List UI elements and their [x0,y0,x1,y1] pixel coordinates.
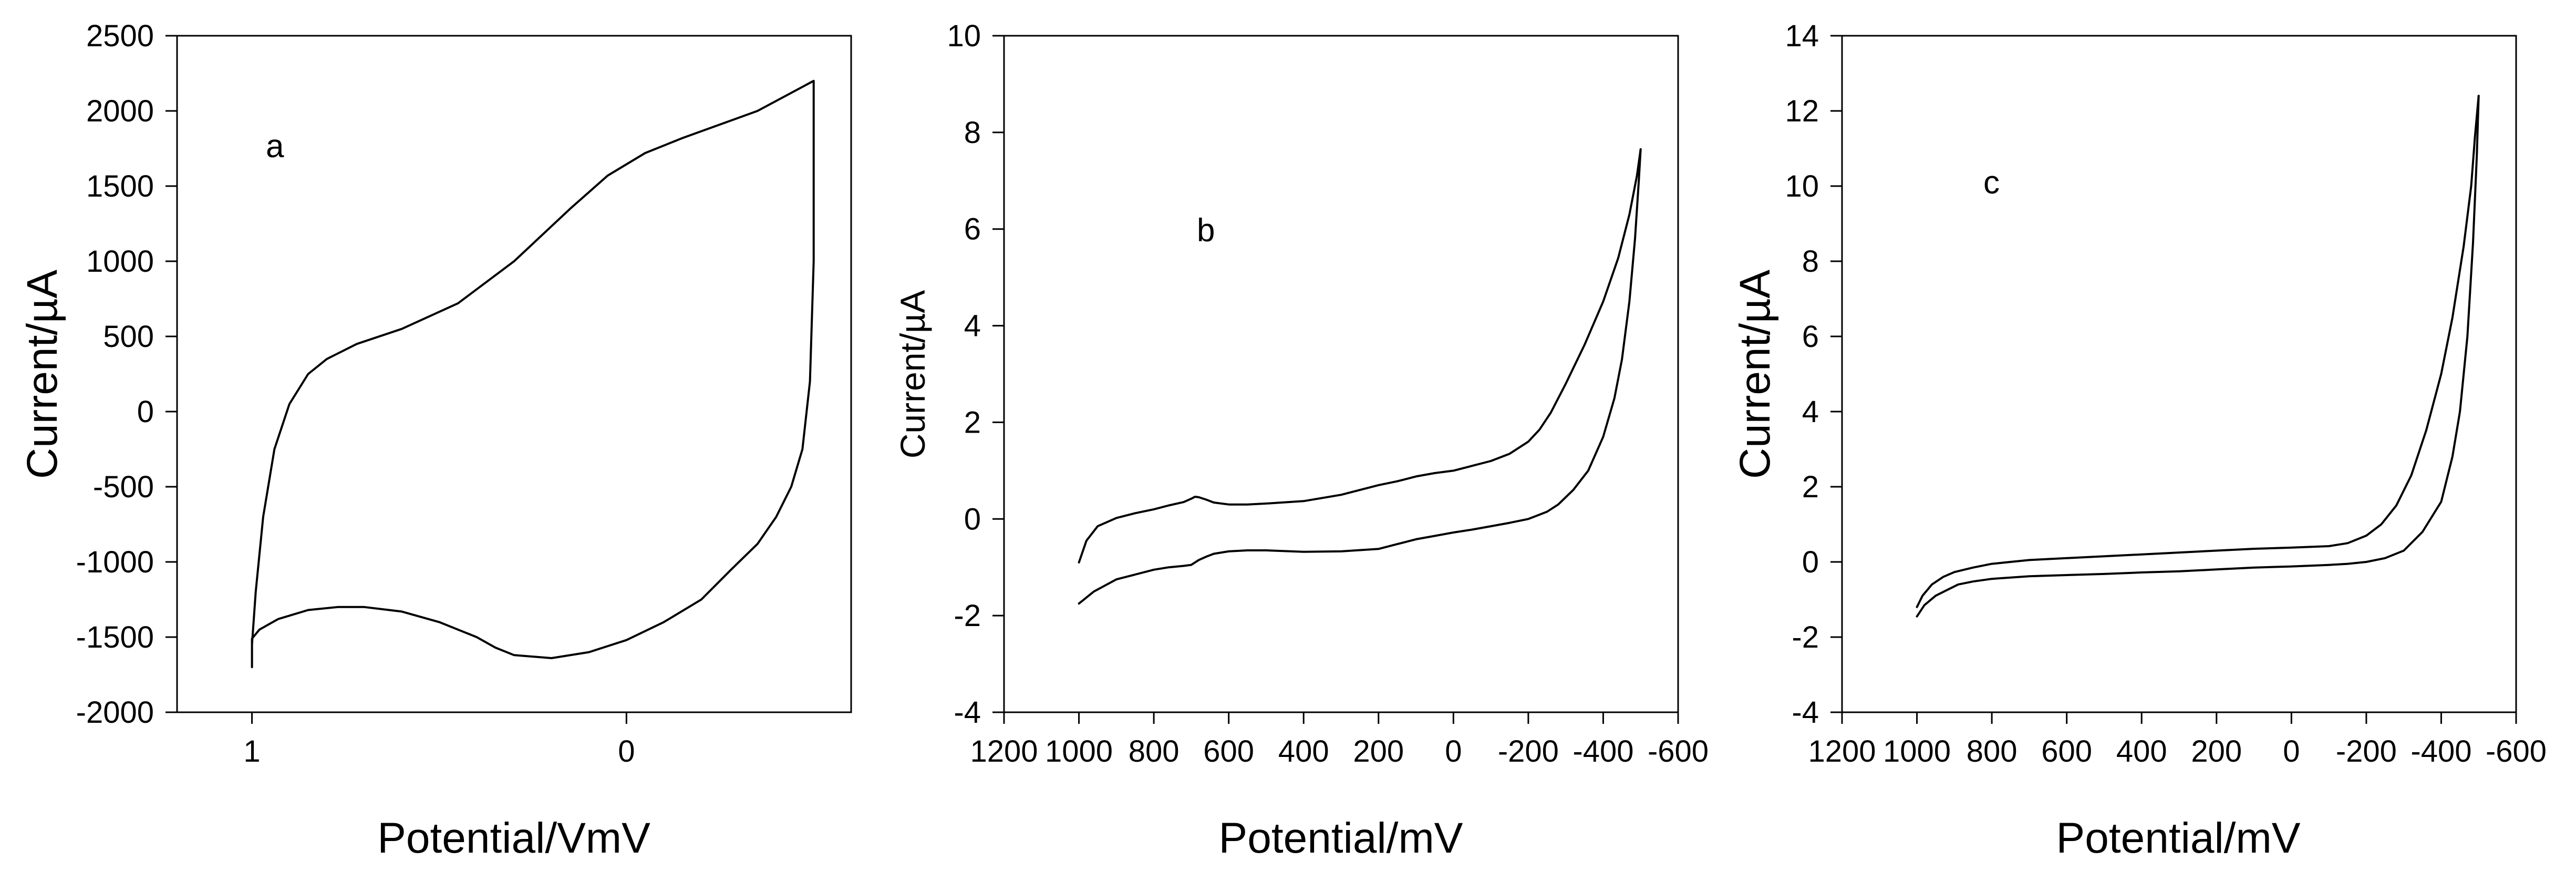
y-tick-label: 10 [1785,169,1819,203]
y-tick-label: 0 [964,502,981,536]
x-tick-label: 800 [1129,734,1180,769]
y-tick-label: 0 [1802,545,1819,579]
y-tick-label: 0 [137,395,154,429]
x-tick-label: 600 [2041,734,2092,769]
x-tick-label: -400 [2411,734,2471,769]
y-tick-label: 2 [964,405,981,439]
y-axis-label: Current/µA [893,290,932,458]
plot-frame [176,35,852,713]
x-tick-label: 1200 [970,734,1038,769]
x-tick-label: 0 [1445,734,1462,769]
y-tick-label: -4 [1792,695,1819,730]
y-tick-label: -2000 [76,695,154,730]
x-tick-label: 400 [1278,734,1329,769]
x-tick-label: -200 [2336,734,2397,769]
x-tick-label: 1000 [1883,734,1951,769]
x-axis-label: Potential/mV [2056,814,2301,862]
x-axis-label: Potential/mV [1219,814,1463,862]
panel-b: b Potential/mV Current/µA 1200 1000 800 600… [893,19,1709,862]
y-tick-label: 6 [1802,320,1819,354]
y-tick-label: -2 [1792,620,1819,654]
panel-label: b [1197,212,1215,249]
y-tick-label: -4 [954,695,981,730]
x-tick-label: 800 [1967,734,2018,769]
y-tick-label: 500 [103,320,154,354]
x-tick-label: -200 [1498,734,1559,769]
y-axis-label: Current/µA [1731,270,1779,479]
series-line-2 [1078,148,1642,605]
x-tick-label: 1200 [1808,734,1876,769]
plot-frame [1003,35,1679,713]
y-tick-label: 2500 [86,19,154,53]
y-tick-label: 14 [1785,19,1819,53]
y-tick-label: -1000 [76,545,154,579]
panel-c: c Potential/mV Current/µA 1200 1000 800 600… [1731,19,2547,862]
x-tick-label: 0 [2283,734,2300,769]
x-tick-label: -600 [1648,734,1709,769]
x-tick-label: 200 [2191,734,2242,769]
y-tick-label: 10 [947,19,981,53]
y-tick-label: -1500 [76,620,154,654]
y-tick-label: -2 [954,599,981,633]
y-tick-label: 8 [964,116,981,150]
x-tick-label: 200 [1353,734,1404,769]
y-tick-label: 4 [1802,395,1819,429]
y-tick-label: 6 [964,212,981,247]
y-tick-label: 2000 [86,94,154,128]
y-tick-label: 2 [1802,470,1819,504]
y-axis-label: Current/µA [18,270,66,479]
x-tick-label: -600 [2486,734,2547,769]
series-line-1 [1916,95,2480,608]
series-line-1 [1078,148,1642,564]
x-tick-label: 1 [243,734,260,769]
y-tick-label: 1500 [86,169,154,203]
panel-label: c [1983,165,2000,201]
x-tick-label: 600 [1203,734,1254,769]
y-tick-label: 4 [964,309,981,343]
x-tick-label: 0 [618,734,635,769]
y-tick-label: 8 [1802,244,1819,279]
series-line-2 [1916,95,2480,618]
x-tick-label: -400 [1573,734,1633,769]
series-line-1 [251,79,815,669]
y-tick-label: -500 [93,470,154,504]
x-axis-label: Potential/VmV [377,814,650,862]
x-tick-label: 400 [2116,734,2167,769]
panel-label: a [266,128,284,165]
panel-a: a Potential/VmV Current/µA 1 0 2500 2000 150… [18,19,852,862]
x-tick-label: 1000 [1045,734,1113,769]
y-tick-label: 1000 [86,244,154,279]
plot-frame [1841,35,2517,713]
y-tick-label: 12 [1785,94,1819,128]
